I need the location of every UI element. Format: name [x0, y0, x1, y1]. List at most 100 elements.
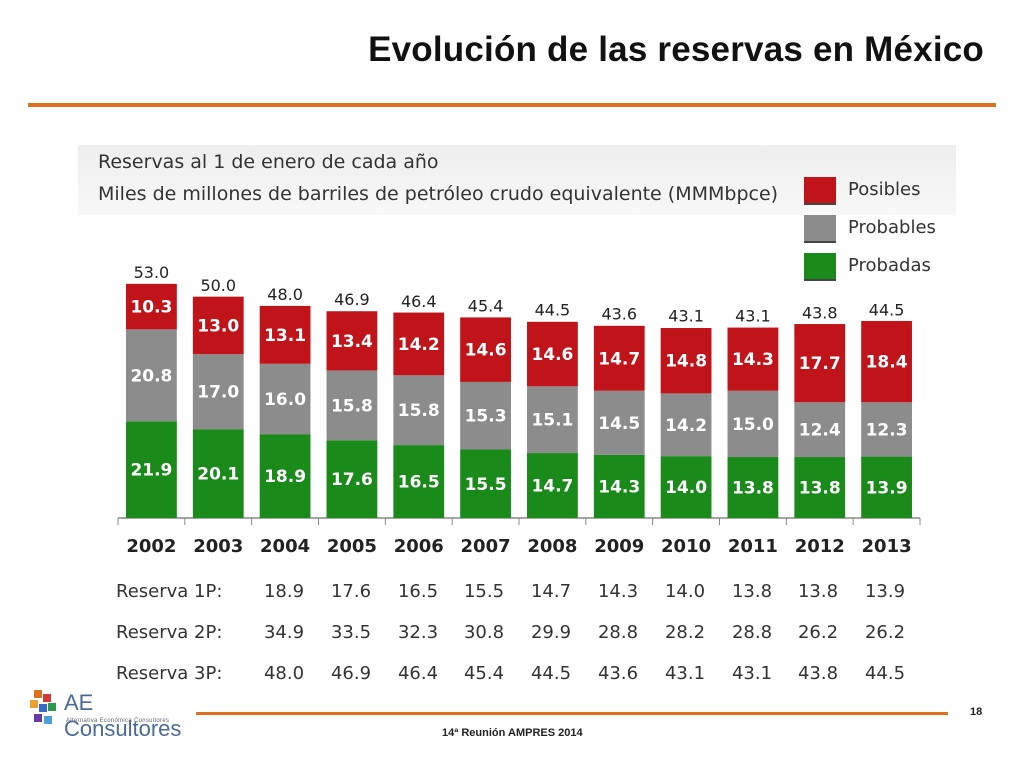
data-label: 17.0	[197, 383, 239, 403]
bar-segment-probables	[460, 381, 511, 450]
panel-subtitle-date: Reservas al 1 de enero de cada año	[98, 151, 439, 173]
x-tick-label: 2004	[260, 536, 310, 557]
data-label: 14.6	[531, 345, 573, 365]
data-label: 15.8	[331, 396, 373, 416]
data-label: 13.8	[732, 479, 774, 499]
data-label: 17.7	[799, 354, 841, 374]
bar-segment-probadas	[527, 453, 578, 518]
bar-segment-probables	[192, 354, 244, 430]
footer-divider	[196, 712, 948, 715]
table-cell: 28.2	[664, 622, 706, 643]
table-cell: 28.8	[597, 622, 639, 643]
bar-segment-probables	[660, 393, 712, 457]
data-label: 15.3	[465, 407, 507, 427]
data-label: 14.5	[598, 414, 640, 434]
legend-swatch-probables	[804, 215, 836, 243]
data-label: 14.6	[465, 341, 507, 361]
data-label: 13.8	[799, 479, 841, 499]
table-cell: 32.3	[397, 622, 439, 643]
data-label: 17.6	[331, 470, 373, 490]
bar-segment-probadas	[794, 457, 846, 518]
table-cell: 26.2	[797, 622, 839, 643]
slide-title: Evolución de las reservas en México	[368, 30, 984, 69]
table-cell: 17.6	[330, 581, 372, 602]
total-label: 48.0	[267, 285, 303, 304]
table-cell: 18.9	[263, 581, 305, 602]
table-cell: 48.0	[263, 663, 305, 684]
total-label: 53.0	[134, 263, 170, 282]
data-label: 14.3	[598, 477, 640, 497]
legend-item-probables: Probables	[804, 215, 964, 245]
bar-segment-posibles	[861, 320, 912, 403]
data-label: 10.3	[130, 298, 172, 318]
bar-segment-posibles	[527, 321, 578, 387]
data-label: 20.1	[197, 465, 239, 485]
table-cell: 14.0	[664, 581, 706, 602]
bar-segment-probadas	[192, 429, 244, 518]
table-cell: 14.7	[530, 581, 572, 602]
table-cell: 46.4	[397, 663, 439, 684]
footer-text: 14ª Reunión AMPRES 2014	[442, 727, 583, 739]
bar-segment-probables	[727, 390, 779, 458]
bar-segment-posibles	[727, 327, 779, 391]
bar-segment-probadas	[393, 445, 445, 518]
table-cell: 44.5	[530, 663, 572, 684]
table-cell: 43.8	[797, 663, 839, 684]
data-label: 16.0	[264, 390, 306, 410]
table-row-label: Reserva 3P:	[116, 663, 223, 684]
legend-label-probadas: Probadas	[848, 255, 931, 276]
bar-segment-probadas	[259, 434, 311, 518]
total-label: 43.1	[668, 307, 704, 326]
table-cell: 43.1	[731, 663, 773, 684]
x-tick-label: 2002	[126, 536, 176, 557]
total-label: 50.0	[200, 276, 236, 295]
bar-segment-probables	[326, 370, 378, 441]
table-cell: 29.9	[530, 622, 572, 643]
total-label: 43.6	[601, 304, 637, 323]
total-label: 45.4	[468, 296, 504, 315]
table-cell: 15.5	[463, 581, 505, 602]
total-label: 43.1	[735, 307, 771, 326]
table-cell: 33.5	[330, 622, 372, 643]
bar-segment-posibles	[593, 325, 645, 391]
chart-panel: Reservas al 1 de enero de cada año Miles…	[78, 145, 956, 697]
total-label: 43.8	[802, 303, 838, 322]
data-label: 14.2	[398, 335, 440, 355]
data-label: 13.4	[331, 332, 373, 352]
table-cell: 46.9	[330, 663, 372, 684]
data-label: 18.9	[264, 467, 306, 487]
table-cell: 13.9	[864, 581, 906, 602]
bar-segment-probables	[259, 363, 311, 435]
bar-segment-probadas	[593, 454, 645, 518]
stacked-bar-chart: 21.9 20.8 10.3 53.0 2002 20.1 17.0 13.0 50.0 2003…	[117, 263, 921, 557]
bar-segment-probables	[126, 329, 177, 422]
x-tick-label: 2007	[461, 536, 511, 557]
table-cell: 13.8	[731, 581, 773, 602]
total-label: 46.9	[334, 290, 370, 309]
data-label: 15.1	[531, 411, 573, 431]
total-label: 44.5	[869, 300, 905, 319]
bar-segment-probables	[527, 386, 578, 454]
bar-segment-posibles	[326, 311, 378, 371]
x-tick-label: 2012	[795, 536, 845, 557]
bar-segment-posibles	[126, 283, 177, 330]
total-label: 46.4	[401, 292, 437, 311]
bar-segment-posibles	[460, 317, 511, 382]
table-cell: 16.5	[397, 581, 439, 602]
data-label: 15.8	[398, 401, 440, 421]
bar-segment-posibles	[660, 328, 712, 394]
table-cell: 30.8	[463, 622, 505, 643]
x-tick-label: 2005	[327, 536, 377, 557]
bar-segment-probadas	[861, 456, 912, 518]
table-cell: 34.9	[263, 622, 305, 643]
data-label: 12.4	[799, 421, 841, 441]
legend-item-probadas: Probadas	[804, 253, 964, 283]
x-tick-label: 2008	[527, 536, 577, 557]
data-label: 14.0	[665, 478, 707, 498]
x-tick-label: 2010	[661, 536, 711, 557]
table-row-label: Reserva 1P:	[116, 581, 223, 602]
table-cell: 14.3	[597, 581, 639, 602]
logo-text: AE Consultores	[64, 690, 182, 741]
total-label: 44.5	[535, 300, 571, 319]
legend-label-posibles: Posibles	[848, 179, 921, 200]
